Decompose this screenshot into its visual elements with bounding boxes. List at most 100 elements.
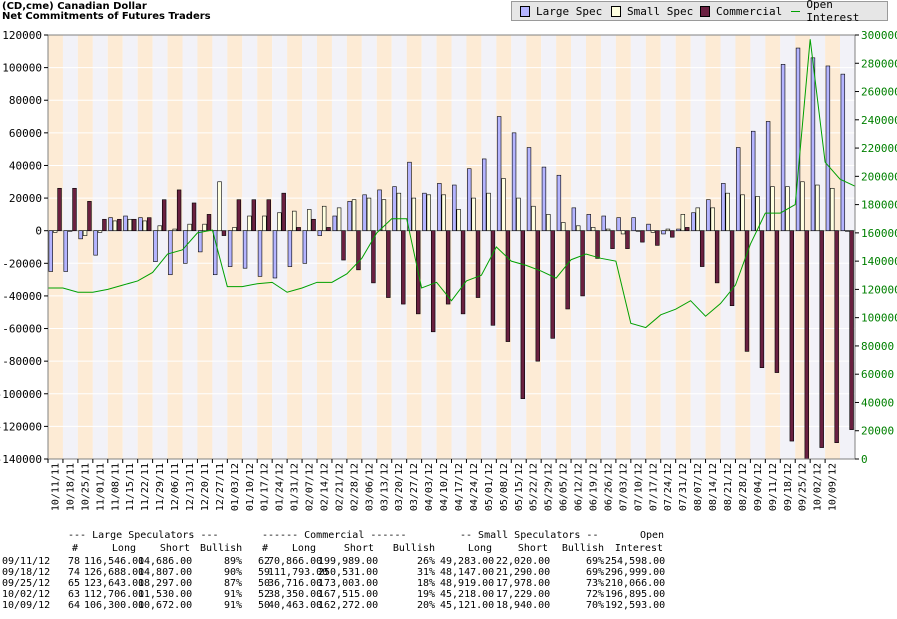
- bar-commercial: [176, 189, 182, 231]
- bar-commercial: [759, 230, 765, 368]
- bar-small-spec: [695, 207, 700, 231]
- x-tick-label: 04/17/12: [454, 463, 465, 511]
- bar-small-spec: [725, 192, 730, 231]
- y-right-tick-label: 240000: [861, 114, 897, 127]
- legend-item-large-spec: Large Spec: [520, 4, 602, 18]
- bar-commercial: [281, 192, 286, 231]
- bar-large-spec: [123, 215, 128, 232]
- bar-commercial: [460, 230, 466, 315]
- bar-small-spec: [187, 223, 192, 231]
- x-tick-label: 09/18/12: [783, 463, 794, 511]
- bar-commercial: [535, 230, 540, 362]
- bar-commercial: [640, 230, 645, 243]
- bar-large-spec: [93, 230, 98, 256]
- cell-cm-long: 111,793.00: [268, 567, 329, 578]
- bar-commercial: [236, 199, 242, 231]
- bar-large-spec: [287, 230, 293, 267]
- bar-small-spec: [172, 228, 177, 231]
- legend-swatch-commercial: [700, 5, 710, 17]
- plot-band: [556, 35, 572, 459]
- x-tick-label: 12/20/11: [200, 463, 211, 511]
- bar-small-spec: [471, 197, 476, 232]
- bar-commercial: [670, 230, 675, 238]
- bar-commercial: [356, 230, 361, 271]
- x-tick-label: 08/07/12: [693, 463, 704, 511]
- bar-large-spec: [377, 189, 382, 231]
- bar-small-spec: [307, 209, 312, 231]
- y-left-tick-label: 60000: [9, 127, 42, 140]
- y-left-tick-label: 120000: [2, 29, 42, 42]
- plot-band: [735, 35, 751, 459]
- row-date: 09/25/12: [2, 578, 51, 589]
- y-left-tick-label: -20000: [2, 257, 42, 270]
- cell-cm-short: 167,515.00: [318, 589, 379, 600]
- bar-small-spec: [605, 228, 611, 231]
- row-date: 10/02/12: [2, 589, 51, 600]
- cell-cm-long: 36,716.00: [268, 578, 323, 589]
- bar-large-spec: [586, 214, 591, 231]
- x-tick-label: 03/06/12: [364, 463, 375, 511]
- y-right-tick-label: 280000: [861, 57, 897, 70]
- bar-small-spec: [262, 215, 267, 232]
- bar-commercial: [580, 230, 585, 297]
- x-tick-label: 12/06/11: [170, 463, 181, 511]
- group-open: Open: [640, 530, 665, 541]
- y-left-tick-label: -60000: [2, 323, 42, 336]
- x-tick-label: 05/08/12: [499, 463, 510, 511]
- y-left-tick-label: -100000: [0, 388, 42, 401]
- bar-small-spec: [426, 194, 431, 232]
- cell-ls-long: 123,643.00: [84, 578, 145, 589]
- legend-label-open-interest: Open Interest: [806, 0, 860, 24]
- cell-ls-n: 65: [68, 578, 81, 589]
- cell-cm-short: 199,989.00: [318, 556, 379, 567]
- plot-band: [77, 35, 93, 459]
- bar-commercial: [206, 214, 212, 231]
- plot-band: [586, 35, 601, 459]
- bar-small-spec: [202, 223, 207, 231]
- plot-band: [287, 35, 303, 459]
- row-date: 09/18/12: [2, 567, 51, 578]
- bar-large-spec: [153, 230, 158, 262]
- bar-commercial: [744, 230, 750, 352]
- x-tick-label: 07/03/12: [618, 463, 629, 511]
- bar-commercial: [475, 230, 481, 298]
- bar-small-spec: [232, 227, 237, 231]
- x-tick-label: 11/01/11: [95, 463, 106, 511]
- bar-large-spec: [362, 194, 367, 232]
- x-tick-label: 03/27/12: [409, 463, 420, 511]
- cell-ls-n: 63: [68, 589, 81, 600]
- plot-band: [227, 35, 243, 459]
- bar-commercial: [117, 218, 122, 231]
- bar-small-spec: [381, 199, 387, 231]
- bar-large-spec: [526, 147, 532, 231]
- cell-cm-short: 250,531.00: [318, 567, 379, 578]
- column-header: Short: [159, 543, 190, 554]
- x-tick-label: 05/22/12: [529, 463, 540, 511]
- bar-commercial: [311, 218, 316, 231]
- bar-small-spec: [635, 230, 641, 232]
- x-tick-label: 03/20/12: [394, 463, 405, 511]
- bar-large-spec: [63, 230, 68, 272]
- legend-item-small-spec: Small Spec: [611, 4, 693, 18]
- y-left-tick-label: -40000: [2, 290, 42, 303]
- row-date: 09/11/12: [2, 556, 51, 567]
- legend-swatch-small-spec: [611, 5, 621, 17]
- y-right-tick-label: 0: [861, 453, 868, 466]
- cell-cm-n: 50: [258, 578, 271, 589]
- y-right-tick-label: 300000: [861, 29, 897, 42]
- cell-ls-short: 11,530.00: [138, 589, 193, 600]
- y-left-tick-label: -80000: [2, 355, 42, 368]
- column-header: #: [261, 543, 268, 554]
- bar-commercial: [520, 230, 526, 399]
- bar-large-spec: [616, 217, 621, 231]
- cell-ss-short: 22,020.00: [496, 556, 551, 567]
- bar-large-spec: [481, 158, 487, 231]
- x-tick-label: 07/24/12: [663, 463, 674, 511]
- x-tick-label: 04/24/12: [469, 463, 480, 511]
- bar-commercial: [505, 230, 511, 342]
- plot-band: [107, 35, 123, 459]
- x-tick-label: 05/01/12: [484, 463, 495, 511]
- cell-cm-bull: 31%: [416, 567, 435, 578]
- y-right-tick-label: 160000: [861, 227, 897, 240]
- y-right-tick-label: 120000: [861, 283, 897, 296]
